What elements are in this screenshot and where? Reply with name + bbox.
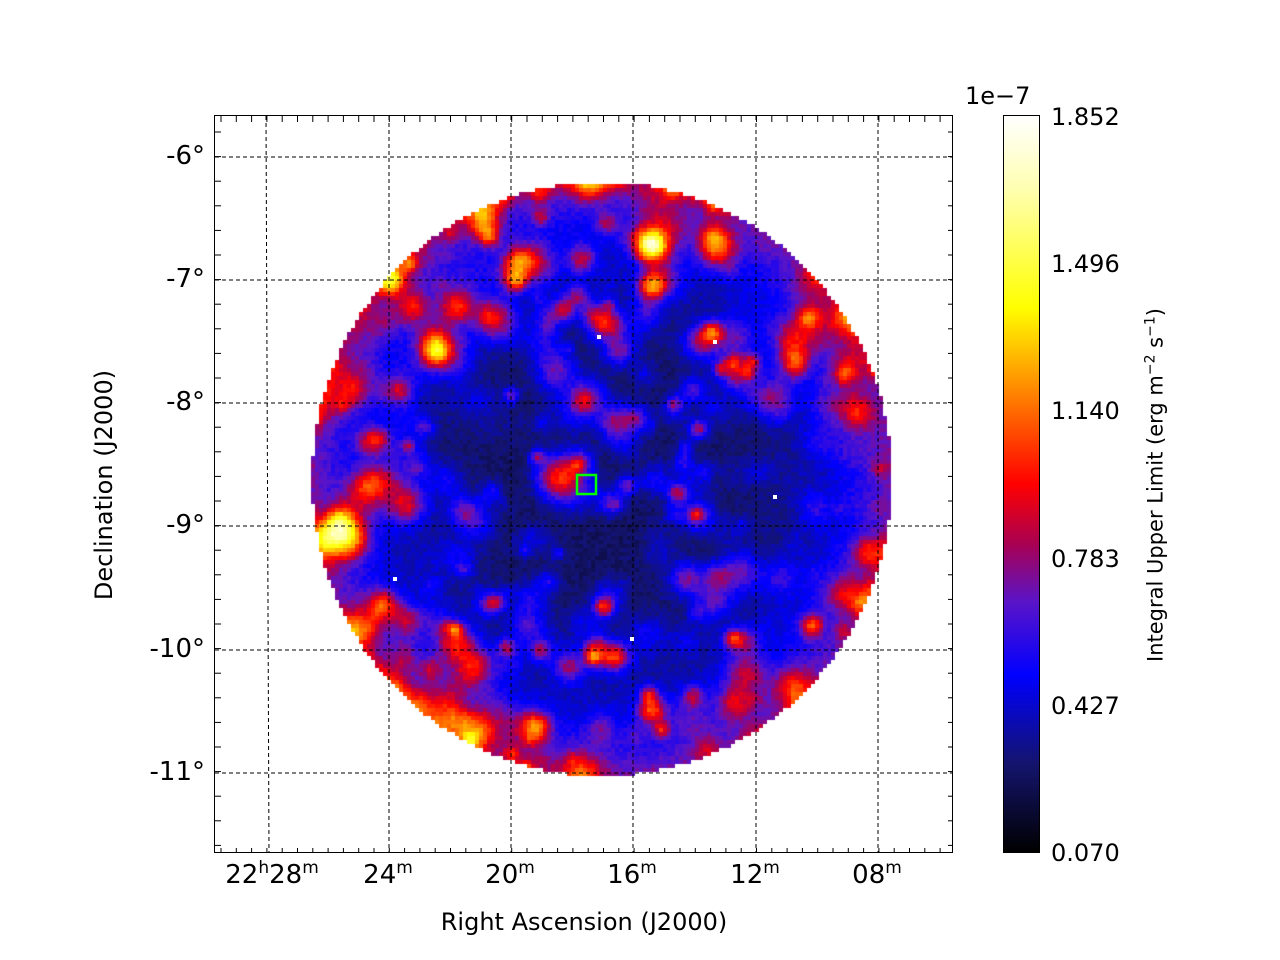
y-tick-label: -6° — [166, 141, 205, 171]
y-tick-label: -7° — [166, 264, 205, 294]
y-tick-label: -11° — [149, 757, 205, 787]
source-marker — [773, 495, 777, 499]
colorbar-label: Integral Upper Limit (erg m−2 s−1) — [1143, 308, 1168, 662]
colorbar-label-exp: −2 — [1142, 354, 1159, 376]
tick-minutes-unit: m — [518, 858, 535, 878]
colorbar-label-exp: −1 — [1142, 316, 1159, 337]
tick-hours-unit: h — [258, 858, 270, 878]
tick-minutes-unit: m — [885, 858, 902, 878]
colorbar-tick-label: 0.070 — [1051, 839, 1120, 867]
tick-minutes: 20 — [485, 860, 519, 890]
colorbar-tick-label: 0.783 — [1051, 544, 1120, 573]
tick-minutes-unit: m — [396, 858, 413, 878]
colorbar-tick-label: 1.852 — [1051, 103, 1120, 131]
y-tick-label: -10° — [149, 634, 205, 664]
colorbar-offset: 1e−7 — [965, 82, 1031, 110]
x-tick-label: 12m — [730, 858, 780, 890]
colorbar-label-text: s — [1143, 336, 1168, 355]
sky-map-plot — [214, 115, 953, 853]
x-axis-label: Right Ascension (J2000) — [440, 908, 728, 936]
grid-line-ra — [265, 116, 270, 852]
tick-minutes: 16 — [607, 860, 641, 890]
source-marker — [630, 637, 634, 641]
colorbar-tick-label: 1.496 — [1051, 250, 1120, 279]
tick-minutes-unit: m — [763, 858, 780, 878]
x-tick-label: 20m — [485, 858, 535, 890]
colorbar-label-text: Integral Upper Limit (erg m — [1143, 375, 1168, 662]
x-tick-label: 22h28m — [225, 858, 319, 890]
source-marker — [393, 577, 397, 581]
tick-hours: 22 — [225, 860, 259, 890]
tick-minutes: 08 — [852, 860, 886, 890]
target-position-marker — [575, 473, 598, 496]
tick-minutes: 12 — [730, 860, 764, 890]
tick-minutes: 24 — [363, 860, 397, 890]
x-tick-label: 24m — [363, 858, 413, 890]
y-axis-label: Declination (J2000) — [90, 369, 118, 601]
x-tick-label: 16m — [607, 858, 657, 890]
source-marker — [597, 335, 601, 339]
upper-limit-heatmap — [215, 116, 952, 852]
tick-minutes: 28 — [269, 860, 303, 890]
colorbar-tick-label: 0.427 — [1051, 691, 1120, 720]
colorbar-label-text: ) — [1143, 308, 1168, 317]
y-tick-label: -8° — [166, 387, 205, 417]
colorbar — [1003, 115, 1040, 853]
tick-minutes-unit: m — [302, 858, 319, 878]
y-tick-label: -9° — [166, 510, 205, 540]
source-marker — [713, 340, 717, 344]
x-tick-label: 08m — [852, 858, 902, 890]
plot-overlay — [215, 116, 952, 852]
colorbar-tick-label: 1.140 — [1051, 397, 1120, 426]
tick-minutes-unit: m — [640, 858, 657, 878]
